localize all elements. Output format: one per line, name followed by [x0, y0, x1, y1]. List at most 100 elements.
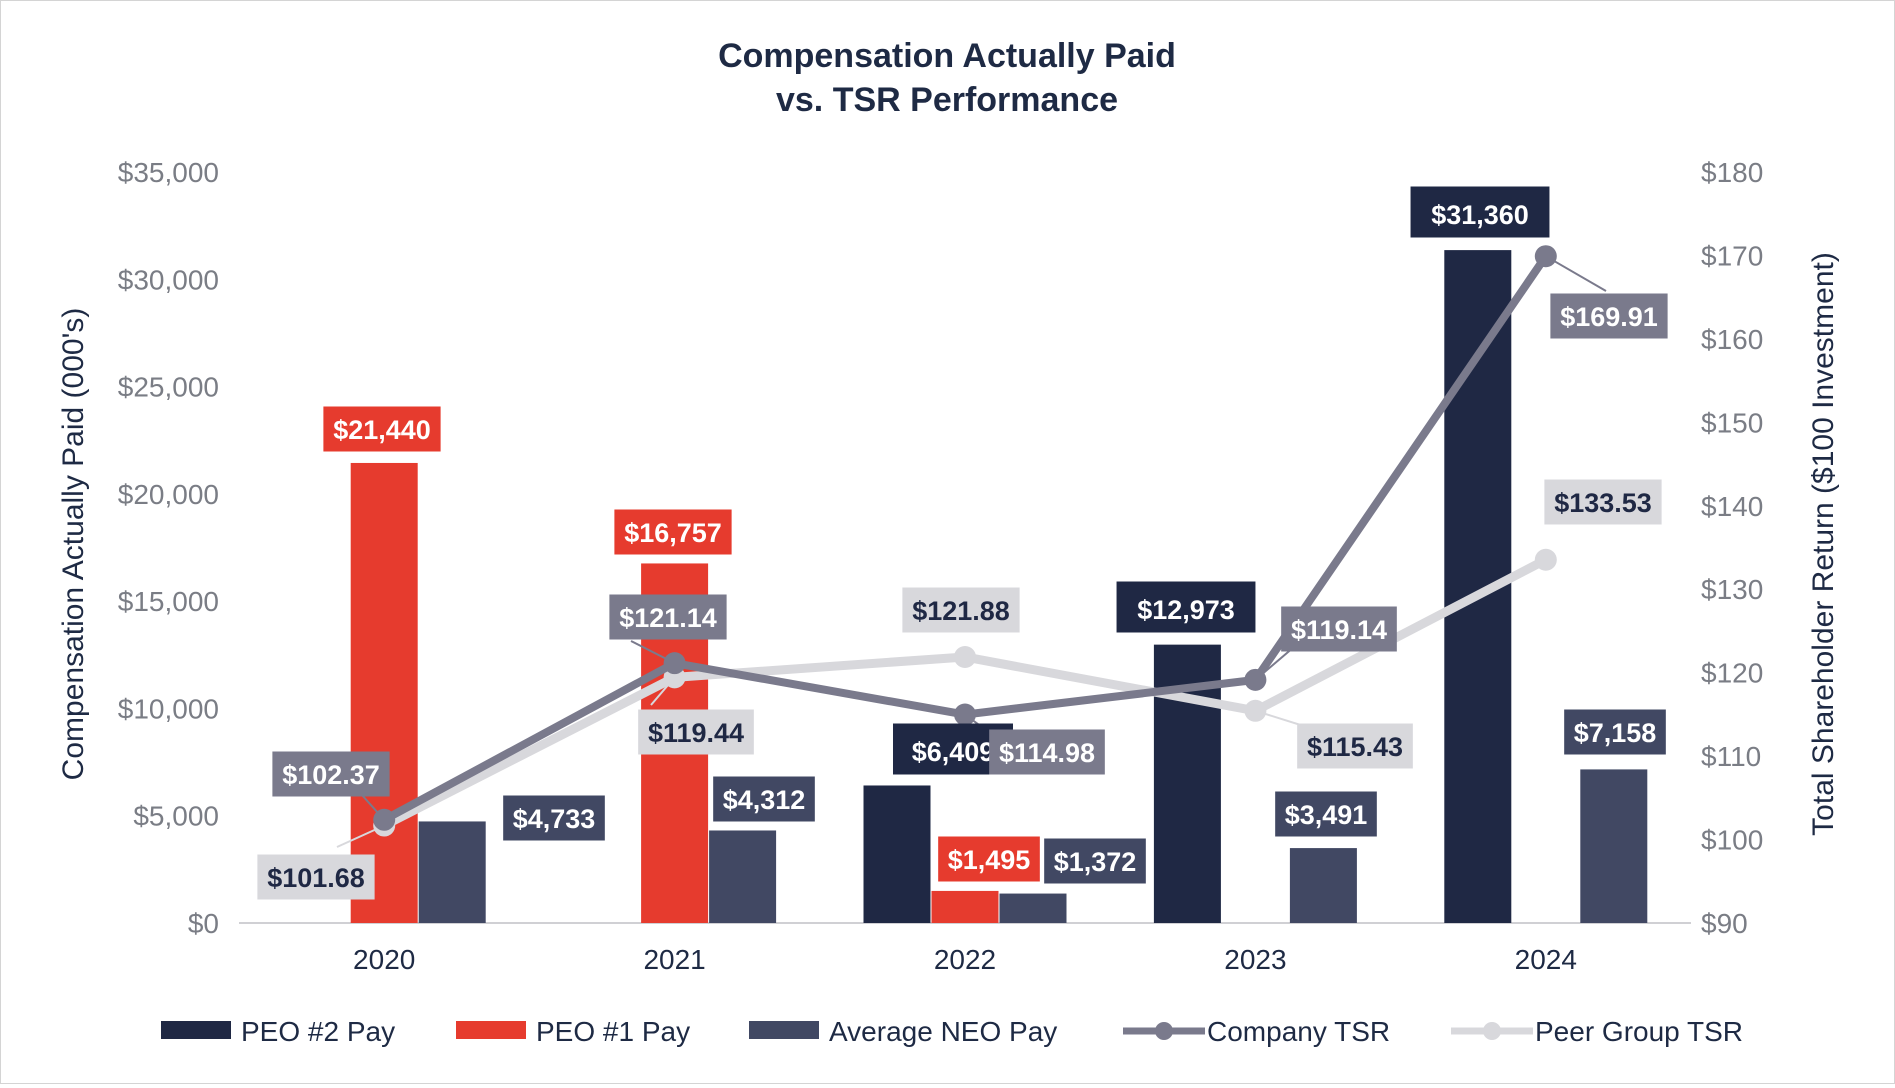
bar-value-label: $1,372 [1044, 838, 1146, 884]
data-labels-layer: $6,409 $12,973 $31,360 $21,440 $16,757 $1,495… [257, 186, 1668, 900]
lines-layer [336, 245, 1607, 848]
peer-tsr-point [954, 645, 976, 668]
y-tick-label: $35,000 [118, 157, 219, 188]
company-tsr-point [1244, 668, 1267, 691]
bar-value-label-box [1410, 186, 1550, 238]
peer-tsr-value-label-text: $121.88 [912, 596, 1010, 626]
bar-average-neo-pay [1289, 848, 1357, 923]
y-tick-label: $30,000 [118, 264, 219, 295]
y-axis-title: Compensation Actually Paid (000's) [57, 308, 90, 781]
company-tsr-point [663, 652, 686, 675]
peer-tsr-point [1534, 548, 1557, 571]
peer-tsr-value-label-box [257, 854, 375, 900]
company-tsr-value-label: $102.37 [272, 751, 390, 797]
bar-value-label-text: $4,733 [513, 804, 596, 834]
bar-value-label-text: $21,440 [333, 415, 431, 445]
peer-tsr-value-label: $119.44 [638, 709, 754, 755]
legend-label: PEO #2 Pay [241, 1016, 395, 1047]
x-tick-label: 2020 [353, 944, 415, 975]
company-tsr-value-label: $169.91 [1550, 293, 1668, 339]
y-tick-label: $15,000 [118, 586, 219, 617]
peer-tsr-value-label-box [638, 709, 754, 755]
company-tsr-value-label-box [609, 594, 727, 640]
bar-value-label-text: $6,409 [912, 737, 995, 767]
y2-tick-label: $170 [1701, 240, 1763, 271]
x-tick-label: 2022 [934, 944, 996, 975]
y-tick-label: $25,000 [118, 372, 219, 403]
bar-average-neo-pay [999, 893, 1067, 923]
x-tick-label: 2024 [1515, 944, 1577, 975]
peer-tsr-point [1244, 699, 1267, 722]
bar-value-label-text: $7,158 [1574, 718, 1657, 748]
company-tsr-point [1534, 245, 1557, 268]
y2-tick-label: $100 [1701, 825, 1763, 856]
bar-value-label: $21,440 [323, 406, 441, 452]
bar-value-label-text: $16,757 [624, 518, 722, 548]
bar-value-label: $12,973 [1116, 581, 1256, 633]
y-tick-label: $10,000 [118, 693, 219, 724]
y2-axis-title: Total Shareholder Return ($100 Investmen… [1807, 252, 1840, 836]
legend-item: PEO #1 Pay [456, 1016, 690, 1047]
bar-peo-1-pay [931, 890, 999, 923]
axes-layer: $0 $5,000 $10,000 $15,000 $20,000 $25,000 $30,… [118, 157, 1764, 975]
legend-swatch-marker [1155, 1022, 1173, 1040]
company-tsr-value-label-text: $102.37 [282, 760, 380, 790]
company-tsr-value-label: $121.14 [609, 594, 727, 640]
legend-swatch-marker [1483, 1022, 1501, 1040]
legend-swatch [456, 1021, 526, 1039]
bar-value-label-box [1564, 709, 1666, 755]
company-tsr-value-label-box [989, 729, 1105, 775]
legend-item: Company TSR [1123, 1016, 1390, 1047]
bar-value-label-box [503, 795, 605, 841]
bar-value-label: $3,491 [1275, 791, 1377, 837]
peer-tsr-value-label-text: $119.44 [648, 718, 744, 748]
peer-tsr-value-label: $115.43 [1297, 723, 1413, 769]
company-tsr [360, 245, 1607, 831]
y2-tick-label: $140 [1701, 491, 1763, 522]
bar-value-label: $31,360 [1410, 186, 1550, 238]
peer-tsr-value-label: $121.88 [902, 587, 1020, 633]
peer-tsr-value-label-text: $133.53 [1554, 488, 1652, 518]
bar-value-label: $16,757 [614, 509, 732, 555]
bar-peo-2-pay [863, 785, 931, 923]
company-tsr-value-label-box [1281, 606, 1397, 652]
peer-tsr-value-label-box [1297, 723, 1413, 769]
peer-tsr-value-label-text: $115.43 [1307, 732, 1403, 762]
bar-average-neo-pay [418, 821, 486, 923]
y2-tick-label: $180 [1701, 157, 1763, 188]
bar-value-label-box [1044, 838, 1146, 884]
peer-tsr-value-label: $101.68 [257, 854, 375, 900]
bar-value-label-text: $1,495 [948, 845, 1031, 875]
y-tick-label: $20,000 [118, 479, 219, 510]
bar-value-label: $4,733 [503, 795, 605, 841]
bar-value-label-box [713, 776, 815, 822]
legend-item: Average NEO Pay [749, 1016, 1057, 1047]
legend-label: PEO #1 Pay [536, 1016, 690, 1047]
company-tsr-point [373, 808, 396, 831]
bar-value-label-box [323, 406, 441, 452]
y2-tick-label: $110 [1701, 741, 1761, 772]
bar-value-label-text: $12,973 [1137, 595, 1235, 625]
legend-item: Peer Group TSR [1451, 1016, 1743, 1047]
company-tsr-value-label: $114.98 [989, 729, 1105, 775]
x-tick-label: 2023 [1224, 944, 1286, 975]
company-tsr-value-label-text: $119.14 [1291, 615, 1387, 645]
legend-label: Company TSR [1207, 1016, 1390, 1047]
y2-tick-label: $160 [1701, 324, 1763, 355]
legend-label: Peer Group TSR [1535, 1016, 1743, 1047]
peer-tsr-value-label-text: $101.68 [267, 863, 365, 893]
company-tsr-leader [1545, 255, 1607, 292]
bar-value-label: $4,312 [713, 776, 815, 822]
x-tick-label: 2021 [643, 944, 705, 975]
y2-tick-label: $150 [1701, 407, 1763, 438]
bar-value-label-text: $31,360 [1431, 200, 1529, 230]
legend-label: Average NEO Pay [829, 1016, 1057, 1047]
bar-average-neo-pay [1580, 769, 1648, 923]
company-tsr-value-label-text: $121.14 [619, 603, 717, 633]
legend-item: PEO #2 Pay [161, 1016, 395, 1047]
bar-value-label: $7,158 [1564, 709, 1666, 755]
peer-tsr-value-label: $133.53 [1544, 479, 1662, 525]
bar-value-label-text: $3,491 [1285, 800, 1368, 830]
